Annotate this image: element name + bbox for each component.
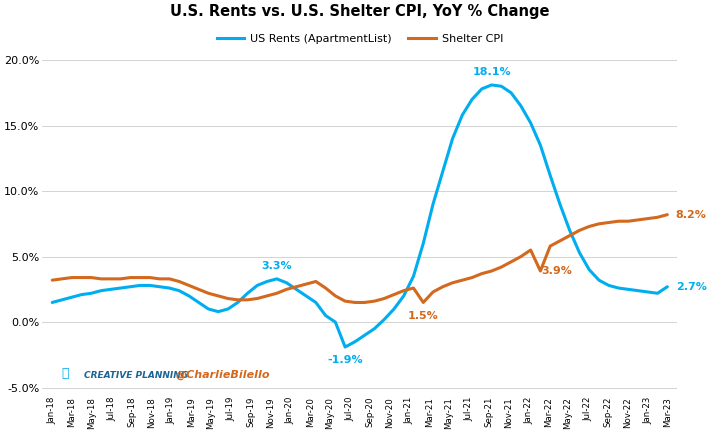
Text: 3.3%: 3.3% <box>261 261 292 271</box>
Text: Ⓒ: Ⓒ <box>61 366 69 379</box>
Text: 1.5%: 1.5% <box>408 311 439 321</box>
Text: 3.9%: 3.9% <box>542 266 572 276</box>
Text: -1.9%: -1.9% <box>328 355 363 365</box>
Text: 2.7%: 2.7% <box>676 282 706 292</box>
Text: 18.1%: 18.1% <box>472 67 511 77</box>
Text: 8.2%: 8.2% <box>676 210 706 220</box>
Text: CREATIVE PLANNING: CREATIVE PLANNING <box>83 371 188 379</box>
Legend: US Rents (ApartmentList), Shelter CPI: US Rents (ApartmentList), Shelter CPI <box>212 29 508 48</box>
Title: U.S. Rents vs. U.S. Shelter CPI, YoY % Change: U.S. Rents vs. U.S. Shelter CPI, YoY % C… <box>170 4 550 19</box>
Text: @CharlieBilello: @CharlieBilello <box>176 369 270 379</box>
